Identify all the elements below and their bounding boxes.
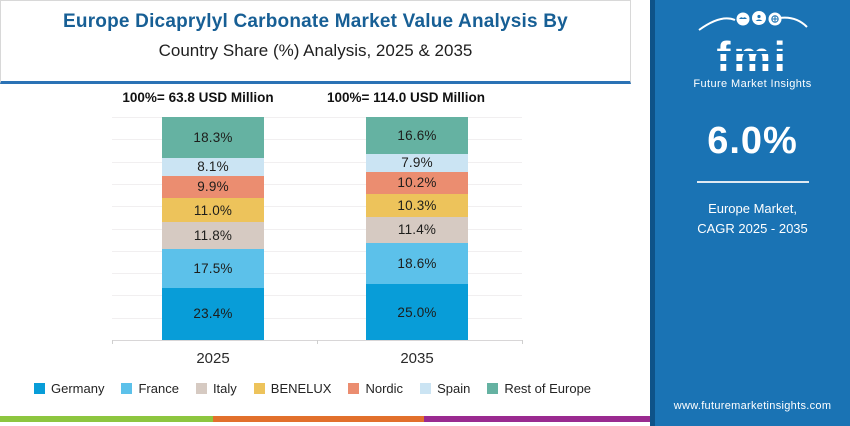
cagr-caption-line1: Europe Market, bbox=[708, 200, 797, 216]
bar-segment-germany-2025: 23.4% bbox=[162, 287, 264, 340]
fmi-logo-decor-icon bbox=[697, 11, 808, 31]
legend-item-nordic: Nordic bbox=[348, 381, 403, 396]
gridline bbox=[112, 183, 522, 185]
segment-value-label: 18.6% bbox=[397, 255, 437, 271]
bar-2025: 18.3% 8.1% 9.9% 11.0% 11.8% 17.5% 23.4% bbox=[162, 117, 264, 340]
legend-item-rest-of-europe: Rest of Europe bbox=[487, 381, 591, 396]
gridline bbox=[112, 250, 522, 252]
legend-swatch bbox=[195, 382, 207, 394]
brand-side-panel: fmi Future Market Insights 6.0% Europe M… bbox=[650, 0, 850, 426]
segment-value-label: 7.9% bbox=[401, 155, 433, 171]
segment-value-label: 25.0% bbox=[397, 304, 437, 320]
bar-segment-rest-of-europe-2035: 16.6% bbox=[366, 117, 468, 154]
header: Europe Dicaprylyl Carbonate Market Value… bbox=[0, 0, 631, 84]
legend-swatch bbox=[420, 382, 432, 394]
logo-stripe bbox=[714, 61, 791, 64]
cagr-caption: Europe Market, CAGR 2025 - 2035 bbox=[655, 199, 850, 239]
legend-item-france: France bbox=[121, 380, 179, 396]
bar-segment-nordic-2025: 9.9% bbox=[162, 175, 264, 198]
legend-swatch bbox=[487, 382, 499, 394]
segment-value-label: 10.3% bbox=[397, 198, 437, 214]
gridline bbox=[112, 117, 522, 118]
bar-segment-spain-2025: 8.1% bbox=[162, 157, 264, 176]
page-subtitle: Country Share (%) Analysis, 2025 & 2035 bbox=[158, 41, 473, 60]
bar-2035: 16.6% 7.9% 10.2% 10.3% 11.4% 18.6% 25.0% bbox=[366, 117, 468, 340]
logo-stripe bbox=[714, 71, 791, 74]
gridline bbox=[112, 273, 522, 275]
x-axis-tick bbox=[522, 340, 523, 344]
cagr-caption-line2: CAGR 2025 - 2035 bbox=[697, 221, 808, 237]
page-title: Europe Dicaprylyl Carbonate Market Value… bbox=[63, 11, 568, 32]
segment-value-label: 10.2% bbox=[397, 175, 437, 191]
category-label-2025: 2025 bbox=[196, 350, 230, 367]
bar-segment-benelux-2035: 10.3% bbox=[366, 194, 468, 218]
logo-stripe bbox=[714, 51, 791, 54]
segment-value-label: 9.9% bbox=[197, 179, 229, 195]
bar-segment-spain-2035: 7.9% bbox=[366, 154, 468, 172]
bar-segment-france-2035: 18.6% bbox=[366, 242, 468, 285]
legend-item-spain: Spain bbox=[420, 381, 470, 396]
total-label-2025: 100%= 63.8 USD Million bbox=[122, 90, 274, 105]
gridline bbox=[112, 228, 522, 230]
footer-color-strip bbox=[0, 416, 650, 422]
segment-value-label: 16.6% bbox=[397, 128, 437, 143]
segment-value-label: 17.5% bbox=[193, 260, 233, 276]
gridline bbox=[112, 161, 522, 163]
bar-segment-italy-2025: 11.8% bbox=[162, 222, 264, 249]
bar-segment-france-2025: 17.5% bbox=[162, 248, 264, 288]
panel-divider bbox=[696, 180, 809, 183]
legend-swatch bbox=[348, 382, 360, 394]
legend-label: Italy bbox=[212, 380, 237, 396]
fmi-logo: fmi Future Market Insights bbox=[655, 10, 850, 90]
bar-segment-nordic-2035: 10.2% bbox=[366, 171, 468, 195]
legend: Germany France Italy BENELUX Nordic Spain Rest… bbox=[34, 380, 591, 396]
fmi-logo-subtext: Future Market Insights bbox=[693, 77, 812, 90]
segment-value-label: 23.4% bbox=[193, 306, 233, 322]
segment-value-label: 11.4% bbox=[397, 222, 437, 238]
category-label-2035: 2035 bbox=[400, 350, 434, 367]
gridline bbox=[112, 139, 522, 141]
bar-segment-benelux-2025: 11.0% bbox=[162, 197, 264, 223]
gridline bbox=[112, 206, 522, 208]
footer-strip-segment bbox=[424, 416, 650, 422]
legend-swatch bbox=[121, 382, 133, 394]
legend-label: Nordic bbox=[365, 380, 404, 396]
legend-label: France bbox=[138, 380, 179, 396]
legend-label: BENELUX bbox=[270, 380, 332, 396]
footer-strip-segment bbox=[213, 416, 424, 422]
fmi-logo-text: fmi bbox=[714, 33, 791, 80]
legend-swatch bbox=[34, 382, 45, 394]
segment-value-label: 11.0% bbox=[193, 202, 233, 218]
legend-label: Spain bbox=[437, 380, 471, 396]
bar-segment-rest-of-europe-2025: 18.3% bbox=[162, 117, 264, 158]
legend-label: Germany bbox=[51, 380, 105, 396]
segment-value-label: 18.3% bbox=[193, 129, 233, 145]
gridline bbox=[112, 295, 522, 297]
legend-item-benelux: BENELUX bbox=[253, 380, 332, 396]
x-axis-tick bbox=[112, 340, 113, 344]
legend-label: Rest of Europe bbox=[504, 380, 592, 396]
footer-strip-segment bbox=[0, 416, 213, 422]
total-label-2035: 100%= 114.0 USD Million bbox=[327, 90, 485, 105]
legend-item-italy: Italy bbox=[195, 380, 237, 396]
legend-swatch bbox=[253, 382, 265, 394]
plot-area bbox=[112, 117, 522, 340]
bar-segment-italy-2035: 11.4% bbox=[366, 217, 468, 243]
website-url: www.futuremarketinsights.com bbox=[673, 400, 832, 412]
segment-value-label: 11.8% bbox=[193, 228, 233, 244]
cagr-value: 6.0% bbox=[707, 119, 798, 162]
segment-value-label: 8.1% bbox=[197, 159, 229, 175]
x-axis-tick bbox=[317, 340, 318, 344]
gridline bbox=[112, 317, 522, 319]
legend-item-germany: Germany bbox=[34, 381, 104, 396]
bar-segment-germany-2035: 25.0% bbox=[366, 284, 468, 340]
